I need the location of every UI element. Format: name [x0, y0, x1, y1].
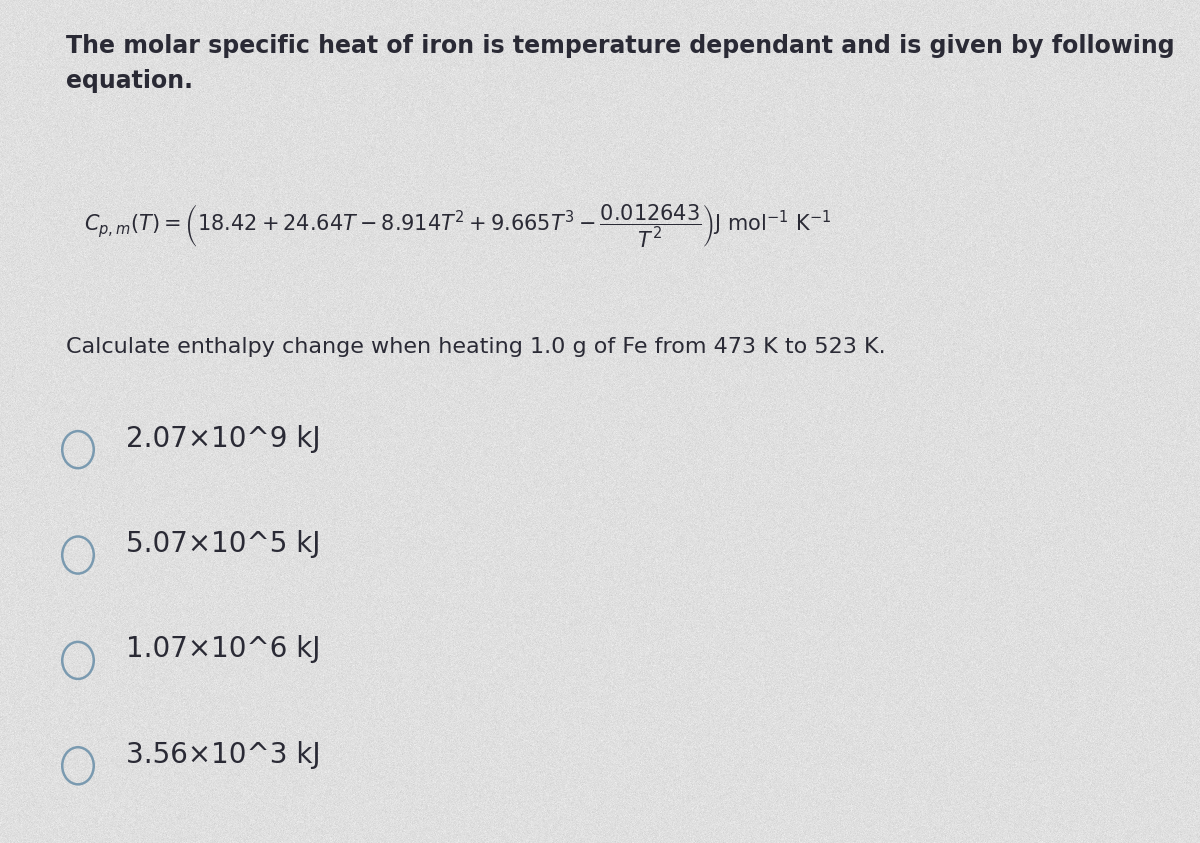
- Text: The molar specific heat of iron is temperature dependant and is given by followi: The molar specific heat of iron is tempe…: [66, 34, 1175, 93]
- Text: 2.07×10^9 kJ: 2.07×10^9 kJ: [126, 425, 320, 453]
- Text: 5.07×10^5 kJ: 5.07×10^5 kJ: [126, 530, 320, 558]
- Text: 3.56×10^3 kJ: 3.56×10^3 kJ: [126, 741, 320, 769]
- Text: 1.07×10^6 kJ: 1.07×10^6 kJ: [126, 636, 320, 663]
- Text: Calculate enthalpy change when heating 1.0 g of Fe from 473 K to 523 K.: Calculate enthalpy change when heating 1…: [66, 337, 886, 357]
- Text: $C_{p,m}(T) = \left(18.42 + 24.64T - 8.914T^{2} + 9.665T^{3} - \dfrac{0.012643}{: $C_{p,m}(T) = \left(18.42 + 24.64T - 8.9…: [84, 202, 832, 250]
